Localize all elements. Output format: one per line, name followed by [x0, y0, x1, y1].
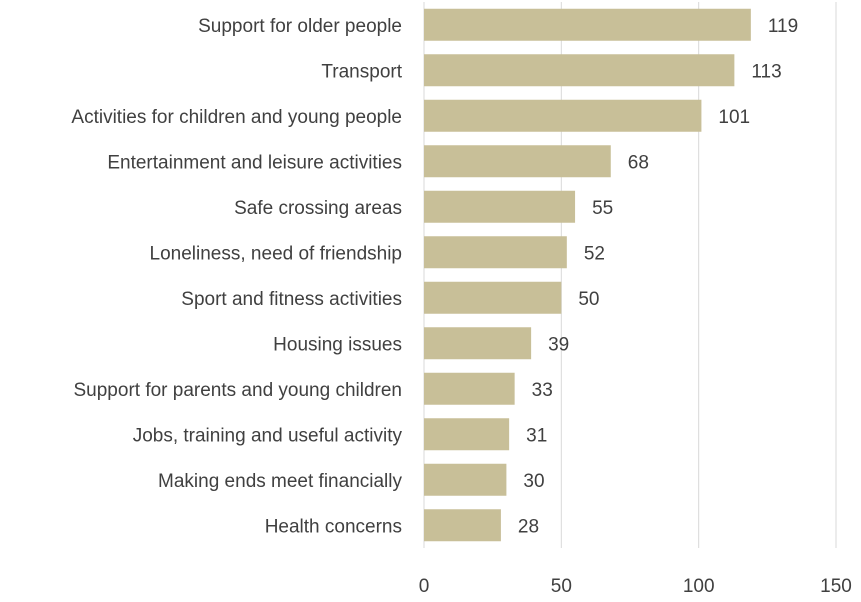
category-label: Entertainment and leisure activities [107, 152, 402, 173]
bar [424, 372, 515, 405]
data-label: 119 [768, 16, 798, 37]
category-labels: Support for older people Transport Activit… [71, 16, 402, 538]
data-label: 52 [584, 243, 605, 264]
category-label: Support for parents and young children [74, 380, 403, 401]
category-label: Transport [321, 61, 402, 82]
bar [424, 190, 576, 223]
data-label: 33 [532, 380, 553, 401]
x-tick-label: 100 [683, 576, 715, 597]
x-tick-label: 0 [419, 576, 430, 597]
data-label: 50 [578, 289, 599, 310]
bar [424, 327, 532, 360]
data-label: 68 [628, 152, 649, 173]
category-label: Jobs, training and useful activity [133, 425, 403, 446]
x-tick-label: 50 [551, 576, 572, 597]
x-axis-ticks: 0 50 100 150 [419, 576, 852, 597]
data-label: 55 [592, 198, 613, 219]
bar [424, 509, 501, 542]
data-label: 113 [751, 61, 781, 82]
category-label: Housing issues [273, 334, 402, 355]
bar [424, 8, 751, 41]
bars [424, 8, 751, 542]
category-label: Loneliness, need of friendship [150, 243, 402, 264]
category-label: Making ends meet financially [158, 471, 402, 492]
data-labels: 119 113 101 68 55 52 50 39 33 31 30 28 [518, 16, 798, 538]
data-label: 30 [523, 471, 544, 492]
data-label: 28 [518, 516, 539, 537]
bar [424, 54, 735, 87]
bar [424, 418, 510, 451]
category-label: Support for older people [198, 16, 402, 37]
bar [424, 145, 611, 178]
bar [424, 281, 562, 314]
bar [424, 236, 567, 269]
category-label: Health concerns [265, 516, 402, 537]
data-label: 101 [718, 107, 750, 128]
x-tick-label: 150 [820, 576, 852, 597]
category-label: Activities for children and young people [71, 107, 402, 128]
category-label: Sport and fitness activities [181, 289, 402, 310]
bar [424, 463, 507, 496]
category-label: Safe crossing areas [234, 198, 402, 219]
gridlines [423, 2, 837, 548]
data-label: 39 [548, 334, 569, 355]
data-label: 31 [526, 425, 547, 446]
bar [424, 99, 702, 132]
